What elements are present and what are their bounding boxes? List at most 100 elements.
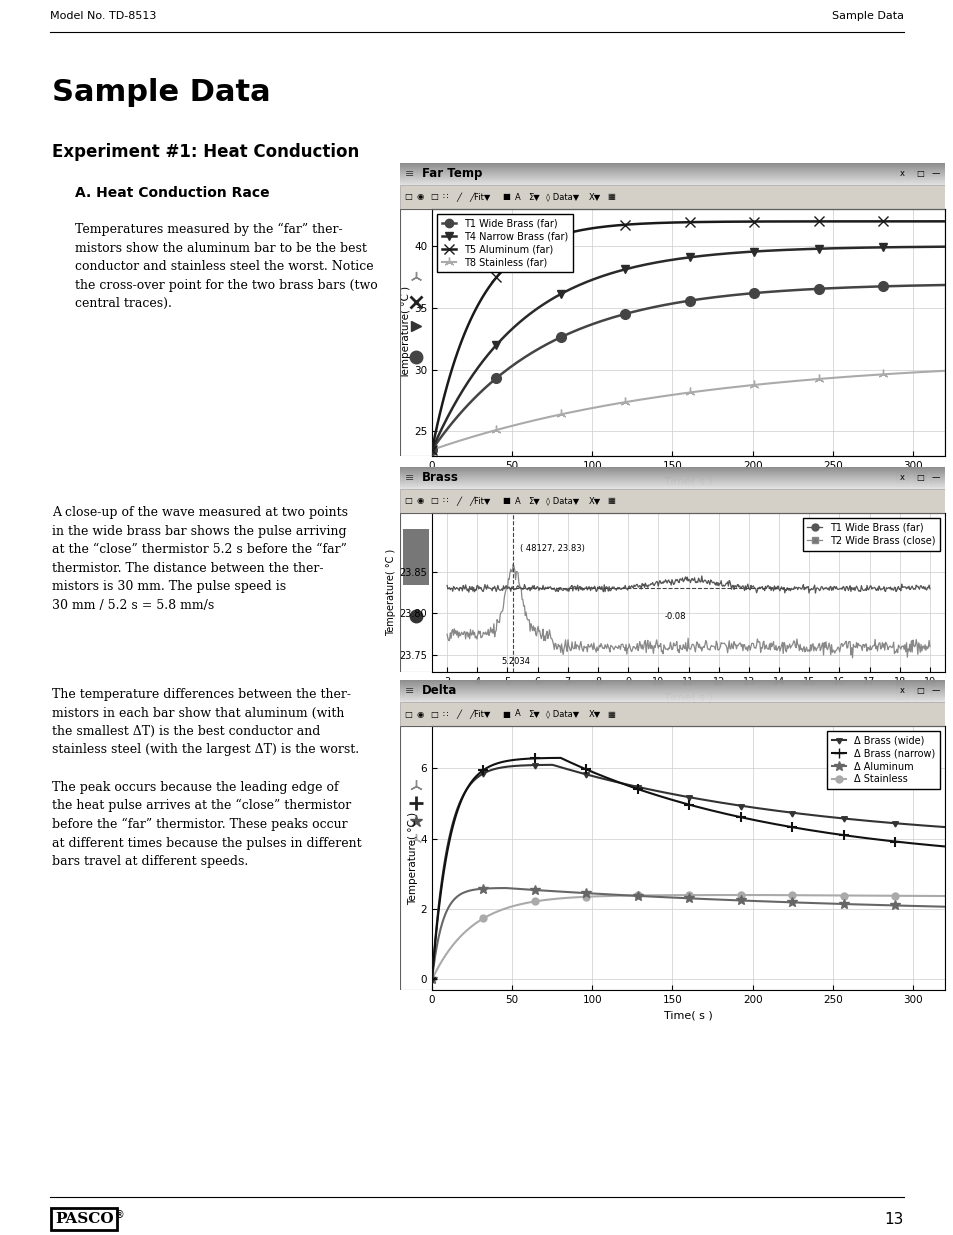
T1 Wide Brass (far): [913, 278, 924, 293]
Text: ◊ Data▼: ◊ Data▼: [545, 496, 578, 505]
Line: T1 Wide Brass (far): T1 Wide Brass (far): [427, 280, 949, 454]
Text: ╱: ╱: [456, 193, 460, 201]
Y-axis label: Temperature( °C ): Temperature( °C ): [386, 548, 396, 636]
T1 Wide Brass (far): [426, 442, 437, 457]
Text: ∷: ∷: [442, 496, 448, 505]
Text: ≡: ≡: [405, 685, 415, 695]
T5 Aluminum (far): [446, 359, 457, 374]
Bar: [402, 168, 416, 182]
T1 Wide Brass (far): [446, 415, 457, 430]
T8 Stainless (far): [446, 436, 457, 451]
Text: Delta: Delta: [421, 684, 456, 697]
Bar: [402, 685, 416, 699]
Text: ╱Fit▼: ╱Fit▼: [469, 193, 490, 201]
T8 Stainless (far): [939, 363, 950, 378]
Text: Brass: Brass: [421, 471, 458, 484]
Bar: [929, 472, 941, 487]
T4 Narrow Brass (far): [562, 283, 574, 298]
T1 Wide Brass (far): [562, 326, 574, 341]
Text: -0.08: -0.08: [663, 613, 685, 621]
Bar: [913, 168, 925, 182]
T8 Stainless (far): [456, 432, 468, 447]
Text: X▼: X▼: [588, 709, 600, 719]
Text: ╱Fit▼: ╱Fit▼: [469, 496, 490, 505]
Bar: [929, 168, 941, 182]
T4 Narrow Brass (far): [913, 240, 924, 254]
T5 Aluminum (far): [913, 214, 924, 228]
T4 Narrow Brass (far): [521, 309, 533, 324]
Text: ╱: ╱: [456, 709, 460, 719]
Text: 5.2034: 5.2034: [501, 657, 530, 666]
Line: T4 Narrow Brass (far): T4 Narrow Brass (far): [427, 242, 948, 454]
Line: T5 Aluminum (far): T5 Aluminum (far): [427, 216, 949, 454]
T1 Wide Brass (far): [521, 348, 533, 363]
Text: PASCO: PASCO: [55, 1212, 113, 1226]
T8 Stainless (far): [895, 366, 906, 380]
Text: 13: 13: [883, 1212, 903, 1226]
Text: x: x: [899, 687, 903, 695]
T8 Stainless (far): [562, 405, 574, 420]
Text: A: A: [515, 496, 520, 505]
Text: X▼: X▼: [588, 193, 600, 201]
T5 Aluminum (far): [456, 330, 468, 345]
Text: □: □: [430, 496, 437, 505]
Text: ∷: ∷: [442, 709, 448, 719]
Text: Σ▼: Σ▼: [527, 193, 539, 201]
Line: T8 Stainless (far): T8 Stainless (far): [427, 366, 949, 454]
Text: ∷: ∷: [442, 193, 448, 201]
Text: ◉: ◉: [416, 193, 424, 201]
Text: ®: ®: [115, 1210, 125, 1220]
Text: □: □: [403, 496, 412, 505]
Text: ◉: ◉: [416, 709, 424, 719]
Text: A close-up of the wave measured at two points
in the wide brass bar shows the pu: A close-up of the wave measured at two p…: [52, 506, 348, 611]
T5 Aluminum (far): [939, 214, 950, 228]
Text: □: □: [430, 709, 437, 719]
Text: —: —: [931, 473, 940, 482]
Text: The temperature differences between the ther-
mistors in each bar show that alum: The temperature differences between the …: [52, 688, 361, 868]
Text: A. Heat Conduction Race: A. Heat Conduction Race: [75, 186, 270, 200]
X-axis label: Time( s ): Time( s ): [663, 477, 712, 487]
Text: ▦: ▦: [606, 193, 615, 201]
T5 Aluminum (far): [426, 442, 437, 457]
Bar: [403, 529, 428, 584]
Text: ╱Fit▼: ╱Fit▼: [469, 709, 490, 719]
Text: ◊ Data▼: ◊ Data▼: [545, 709, 578, 719]
Text: ▦: ▦: [606, 496, 615, 505]
Text: Experiment #1: Heat Conduction: Experiment #1: Heat Conduction: [52, 143, 359, 161]
T8 Stainless (far): [426, 442, 437, 457]
Text: □: □: [915, 473, 923, 482]
X-axis label: Time( s ): Time( s ): [663, 1010, 712, 1020]
Text: ▦: ▦: [606, 709, 615, 719]
Text: □: □: [915, 687, 923, 695]
Text: Far Temp: Far Temp: [421, 167, 482, 180]
Text: Σ▼: Σ▼: [527, 496, 539, 505]
Bar: [895, 472, 907, 487]
Text: □: □: [403, 193, 412, 201]
T4 Narrow Brass (far): [939, 240, 950, 254]
Text: —: —: [931, 687, 940, 695]
Legend: Δ Brass (wide), Δ Brass (narrow), Δ Aluminum, Δ Stainless: Δ Brass (wide), Δ Brass (narrow), Δ Alum…: [826, 731, 939, 789]
Text: ( 48127, 23.83): ( 48127, 23.83): [519, 543, 584, 552]
Text: ◊ Data▼: ◊ Data▼: [545, 193, 578, 201]
Y-axis label: Temperature( °C ): Temperature( °C ): [400, 287, 411, 379]
Text: □: □: [430, 193, 437, 201]
T8 Stainless (far): [913, 364, 924, 379]
T1 Wide Brass (far): [456, 403, 468, 417]
T5 Aluminum (far): [895, 214, 906, 228]
Text: □: □: [915, 169, 923, 178]
Text: Σ▼: Σ▼: [527, 709, 539, 719]
Text: ╱: ╱: [456, 496, 460, 505]
Text: X▼: X▼: [588, 496, 600, 505]
T4 Narrow Brass (far): [456, 383, 468, 398]
Text: —: —: [931, 169, 940, 178]
Text: x: x: [899, 169, 903, 178]
T4 Narrow Brass (far): [426, 442, 437, 457]
T4 Narrow Brass (far): [895, 240, 906, 254]
Bar: [929, 685, 941, 699]
Bar: [402, 472, 416, 487]
T8 Stainless (far): [521, 415, 533, 430]
Text: A: A: [515, 193, 520, 201]
Legend: T1 Wide Brass (far), T2 Wide Brass (close): T1 Wide Brass (far), T2 Wide Brass (clos…: [801, 517, 939, 551]
Legend: T1 Wide Brass (far), T4 Narrow Brass (far), T5 Aluminum (far), T8 Stainless (far: T1 Wide Brass (far), T4 Narrow Brass (fa…: [436, 214, 573, 273]
T5 Aluminum (far): [562, 226, 574, 241]
